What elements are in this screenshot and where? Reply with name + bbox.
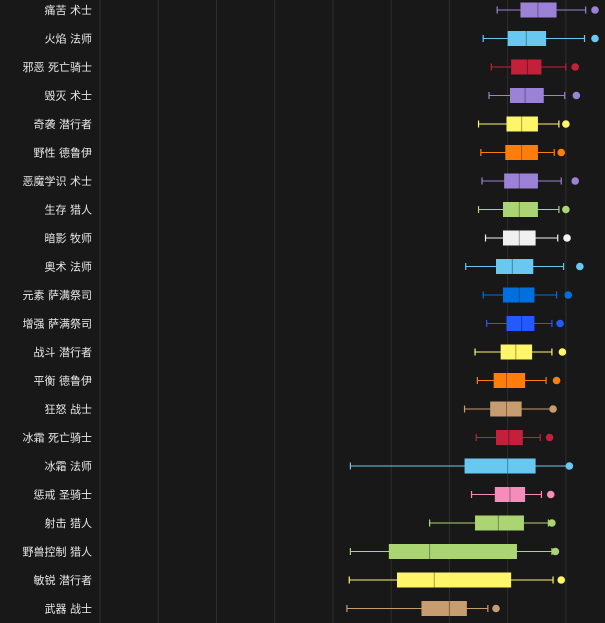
iqr-box [500, 344, 533, 360]
iqr-box [507, 31, 547, 46]
outlier-point [591, 6, 599, 14]
category-label: 武器 战士 [45, 603, 93, 616]
category-label: 火焰 法师 [45, 32, 93, 46]
iqr-box [511, 59, 542, 75]
category-label: 冰霜 死亡骑士 [23, 431, 93, 445]
box-group [480, 145, 566, 160]
iqr-box [506, 316, 535, 331]
iqr-box [388, 544, 517, 559]
category-label: 元素 萨满祭司 [23, 289, 93, 302]
outlier-point [546, 490, 555, 499]
outlier-point [558, 348, 567, 356]
box-group [477, 202, 570, 217]
iqr-box [475, 515, 524, 531]
iqr-box [506, 116, 538, 132]
outlier-point [571, 177, 579, 185]
outlier-point [576, 262, 584, 271]
outlier-point [548, 519, 556, 527]
category-label: 痛苦 术士 [45, 3, 93, 17]
box-group [346, 601, 500, 616]
category-label: 战斗 潜行者 [34, 345, 93, 359]
box-group [482, 287, 573, 303]
box-group [481, 173, 579, 189]
box-group [476, 373, 561, 388]
category-label: 生存 猎人 [45, 203, 93, 217]
box-series [346, 2, 599, 616]
outlier-point [562, 120, 570, 128]
box-group [348, 572, 566, 588]
iqr-box [496, 430, 523, 445]
box-group [475, 430, 554, 445]
iqr-box [493, 373, 526, 388]
iqr-box [509, 88, 544, 103]
category-label: 恶魔学识 术士 [23, 174, 93, 188]
iqr-box [421, 601, 467, 616]
category-label: 敏锐 潜行者 [34, 573, 93, 587]
outlier-point [552, 376, 561, 385]
box-group [486, 316, 564, 331]
box-group [488, 88, 581, 103]
iqr-box [505, 145, 538, 160]
box-group [349, 544, 560, 559]
iqr-box [464, 458, 536, 474]
iqr-box [494, 487, 526, 502]
outlier-point [492, 604, 500, 613]
outlier-point [551, 547, 560, 556]
box-group [474, 344, 567, 360]
iqr-box [502, 230, 536, 246]
outlier-point [571, 63, 579, 71]
iqr-box [397, 572, 512, 588]
category-label: 射击 猎人 [45, 516, 93, 530]
category-label: 野兽控制 猎人 [23, 545, 93, 559]
box-group [484, 230, 571, 246]
box-group [496, 2, 599, 18]
category-label: 平衡 德鲁伊 [34, 374, 93, 388]
outlier-point [572, 91, 581, 100]
category-label: 奥术 法师 [45, 260, 93, 274]
category-label: 冰霜 法师 [45, 459, 93, 473]
category-label: 增强 萨满祭司 [23, 317, 93, 331]
box-group [470, 487, 555, 502]
outlier-point [562, 205, 570, 214]
category-label: 狂怒 战士 [45, 402, 93, 416]
outlier-point [556, 319, 564, 328]
iqr-box [502, 202, 538, 217]
category-label: 奇袭 潜行者 [34, 117, 93, 131]
outlier-point [565, 462, 574, 470]
category-label: 暗影 牧师 [45, 231, 93, 245]
iqr-box [504, 173, 538, 189]
category-label: 邪恶 死亡骑士 [23, 60, 93, 74]
grid-lines [99, 0, 567, 623]
category-label: 惩戒 圣骑士 [34, 489, 93, 502]
category-label: 毁灭 术士 [45, 89, 93, 103]
iqr-box [496, 259, 534, 274]
outlier-point [549, 405, 557, 413]
box-group [477, 116, 570, 132]
iqr-box [520, 2, 557, 18]
outlier-point [564, 291, 573, 299]
category-label: 野性 德鲁伊 [34, 146, 93, 160]
outlier-point [591, 34, 599, 43]
box-group [482, 31, 599, 46]
iqr-box [502, 287, 535, 303]
outlier-point [557, 576, 566, 584]
outlier-point [545, 433, 554, 442]
box-group [465, 259, 584, 274]
box-group [463, 401, 557, 417]
outlier-point [563, 234, 571, 242]
box-group [490, 59, 579, 75]
iqr-box [490, 401, 522, 417]
box-group [349, 458, 574, 474]
box-group [429, 515, 556, 531]
outlier-point [557, 148, 566, 157]
